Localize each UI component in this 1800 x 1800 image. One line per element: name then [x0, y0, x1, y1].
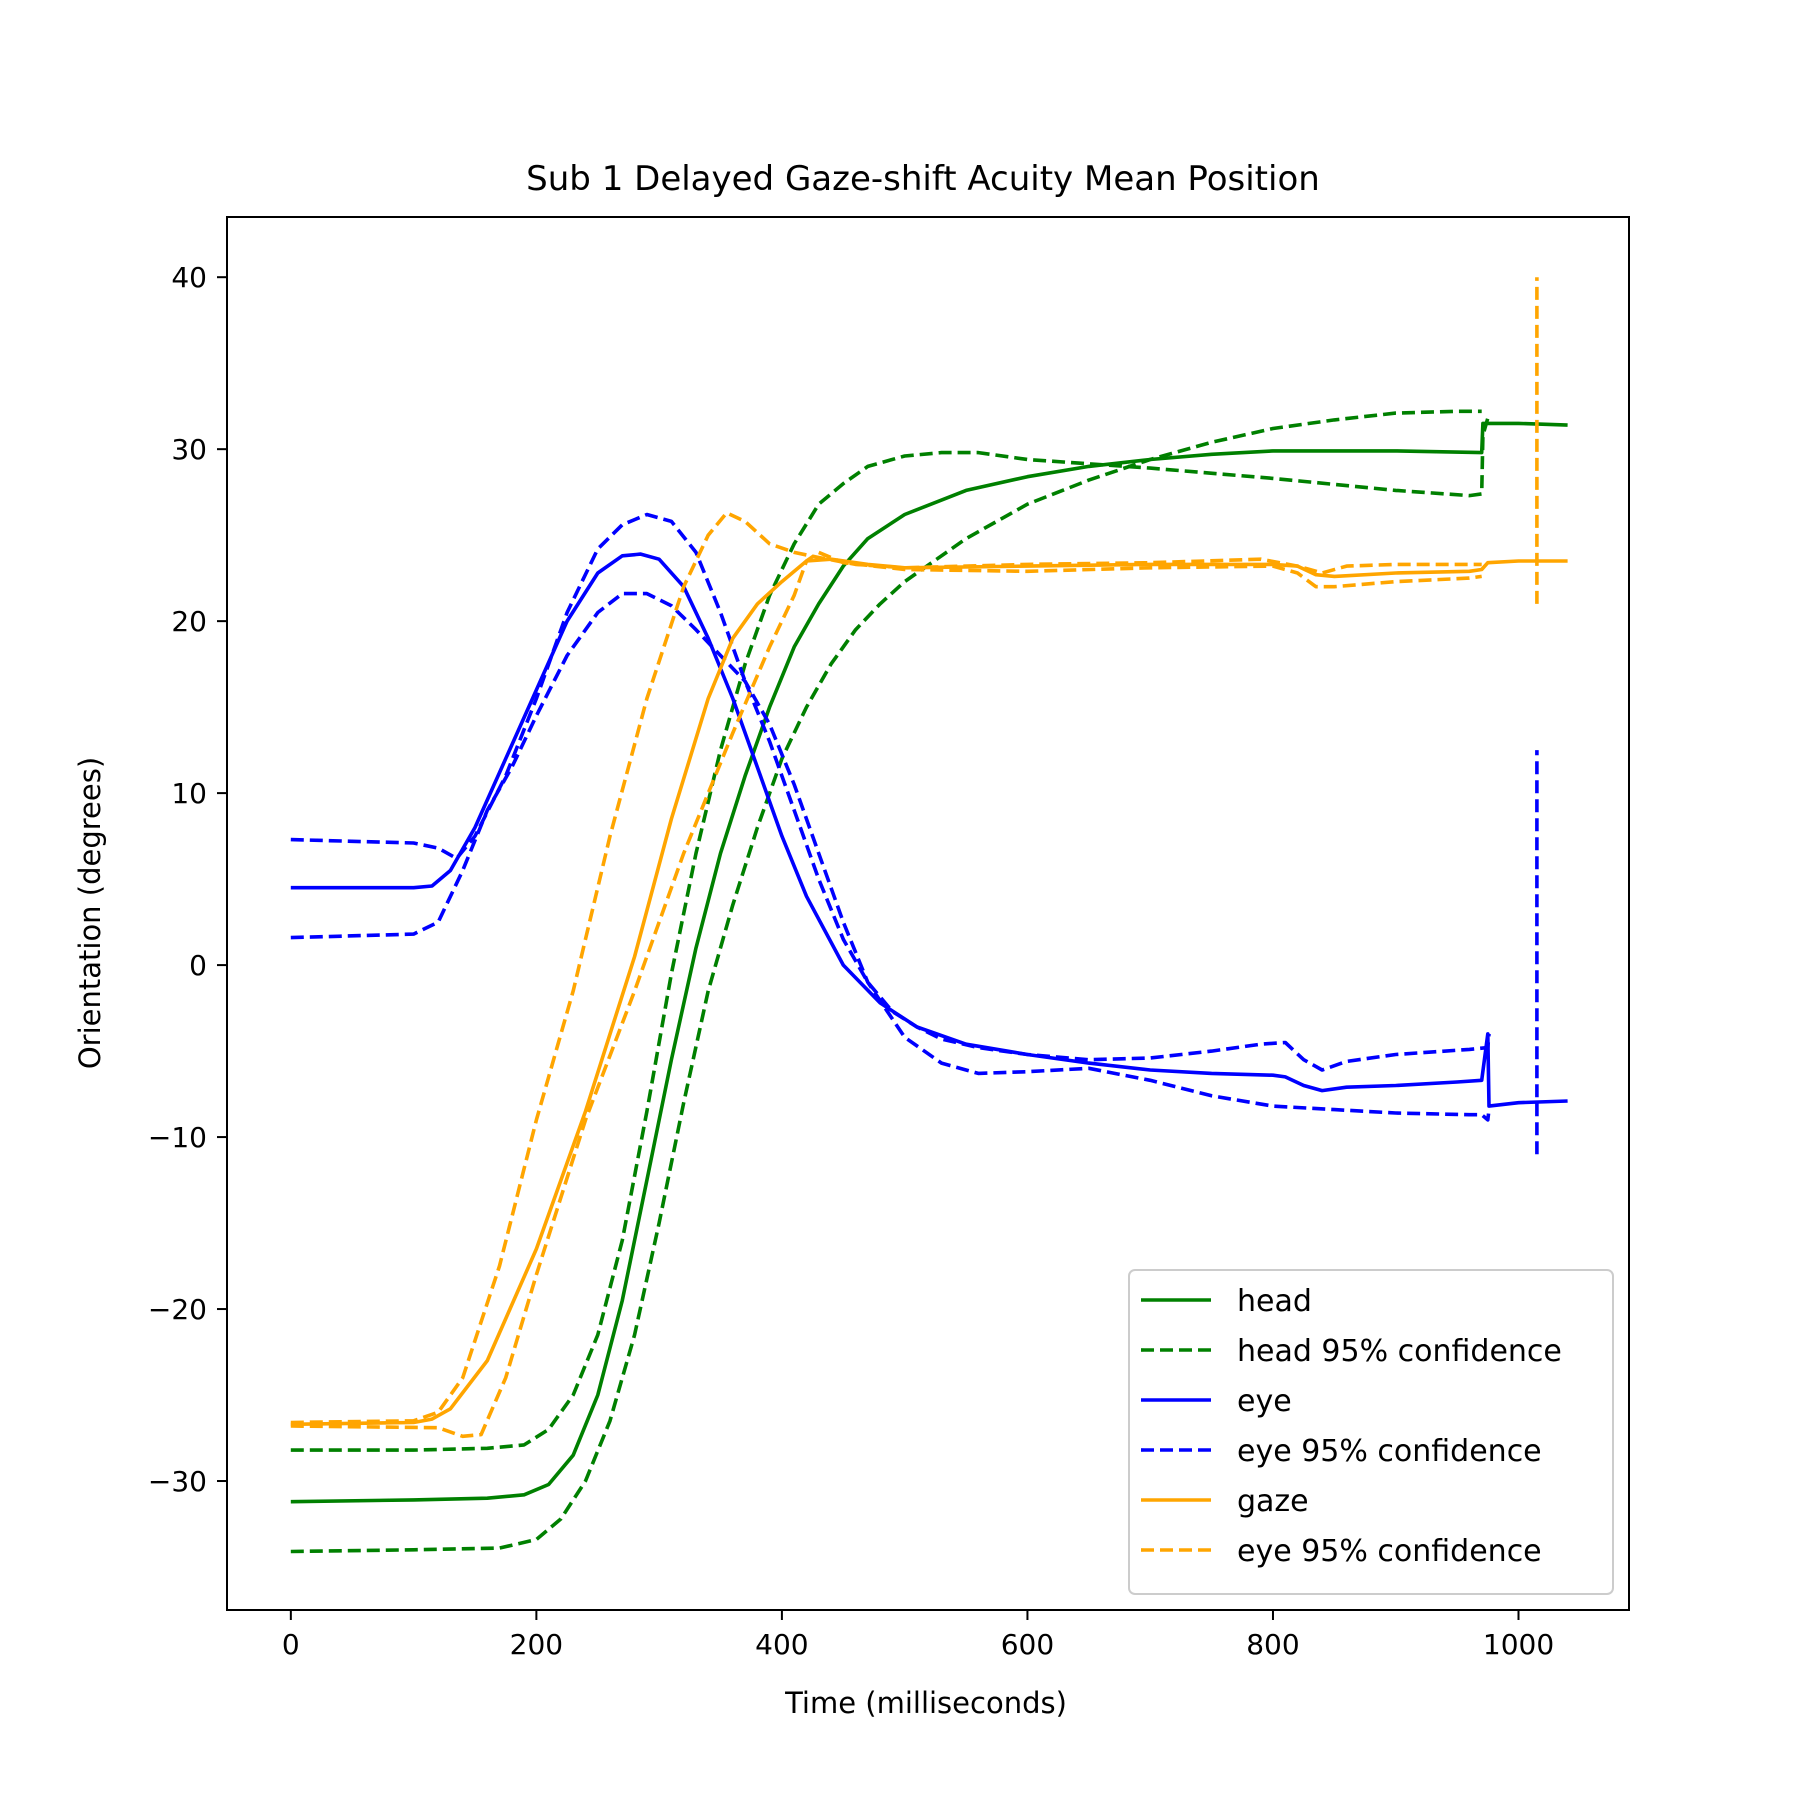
x-tick-label-5: 1000: [1483, 1628, 1554, 1661]
legend-label-4: gaze: [1237, 1484, 1309, 1519]
series-line-1: [290, 417, 1490, 1452]
legend-label-3: eye 95% confidence: [1237, 1434, 1542, 1469]
y-axis: −30 −20 −10 0 10 20 30 40: [148, 261, 227, 1498]
series-line-9: [290, 550, 1482, 1439]
legend-label-2: eye: [1237, 1384, 1292, 1419]
y-tick-label-7: 40: [171, 261, 207, 294]
x-tick-label-0: 0: [282, 1628, 300, 1661]
plot-frame: [226, 216, 1630, 1611]
series-line-7: [290, 557, 1568, 1427]
series-line-8: [290, 510, 1482, 1425]
y-tick-label-2: −10: [148, 1121, 207, 1154]
y-axis-label: Orientation (degrees): [73, 757, 107, 1069]
legend-label-5: eye 95% confidence: [1237, 1534, 1542, 1569]
chart-title: Sub 1 Delayed Gaze-shift Acuity Mean Pos…: [526, 159, 1320, 199]
y-tick-label-5: 20: [171, 605, 207, 638]
y-tick-label-1: −20: [148, 1293, 207, 1326]
series-line-3: [290, 552, 1568, 1108]
y-tick-label-3: 0: [189, 949, 207, 982]
y-tick-label-4: 10: [171, 777, 207, 810]
y-tick-label-0: −30: [148, 1465, 207, 1498]
legend-label-1: head 95% confidence: [1237, 1334, 1562, 1369]
legend: head head 95% confidence eye eye 95% confid…: [1128, 1269, 1614, 1595]
series-line-2: [290, 409, 1482, 1554]
series-layer: [290, 277, 1568, 1554]
y-tick-label-6: 30: [171, 433, 207, 466]
series-line-0: [290, 421, 1568, 1504]
x-tick-label-1: 200: [510, 1628, 563, 1661]
x-tick-label-4: 800: [1246, 1628, 1299, 1661]
series-line-5: [290, 591, 1491, 1122]
legend-box: [1128, 1269, 1614, 1595]
x-axis: 0 200 400 600 800 1000: [282, 1610, 1554, 1661]
x-tick-label-2: 400: [755, 1628, 808, 1661]
series-line-4: [290, 512, 1491, 1072]
legend-label-0: head: [1237, 1284, 1312, 1319]
x-axis-label: Time (milliseconds): [784, 1686, 1067, 1720]
x-tick-label-3: 600: [1001, 1628, 1054, 1661]
